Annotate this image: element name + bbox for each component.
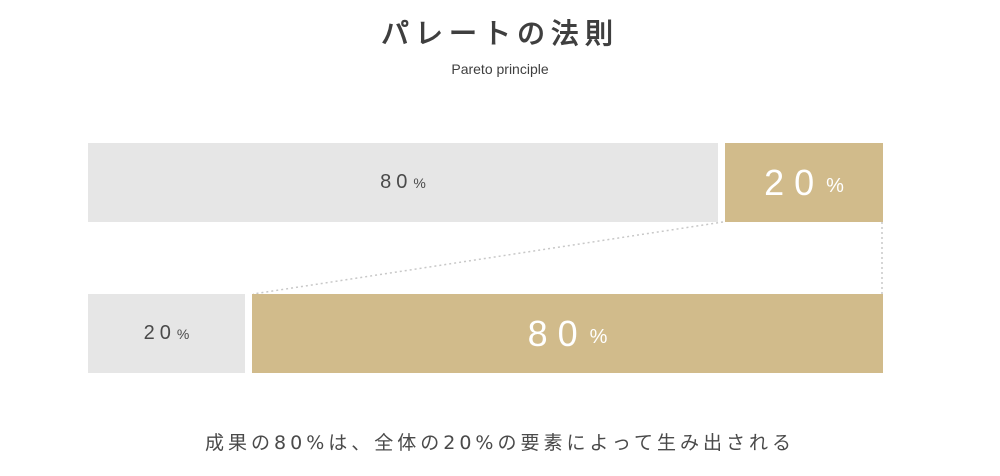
top-left-unit: %: [413, 174, 426, 191]
bottom-left-value: 20: [143, 322, 176, 344]
bottom-left-unit: %: [176, 325, 190, 342]
bottom-right-bar: 80%: [252, 294, 883, 373]
page-subtitle: Pareto principle: [451, 61, 549, 77]
top-right-value: 20: [764, 161, 825, 203]
bottom-left-bar: 20%: [88, 294, 245, 373]
top-left-bar: 80%: [88, 143, 718, 222]
caption: 成果の80%は、全体の20%の要素によって生み出される: [205, 432, 795, 454]
top-left-value: 80: [380, 171, 413, 193]
top-right-unit: %: [826, 175, 844, 197]
page-title: パレートの法則: [380, 17, 619, 50]
top-right-bar: 20%: [725, 143, 883, 222]
bottom-right-value: 80: [527, 312, 588, 354]
connector-left-line: [252, 221, 724, 295]
bottom-right-unit: %: [589, 326, 608, 348]
